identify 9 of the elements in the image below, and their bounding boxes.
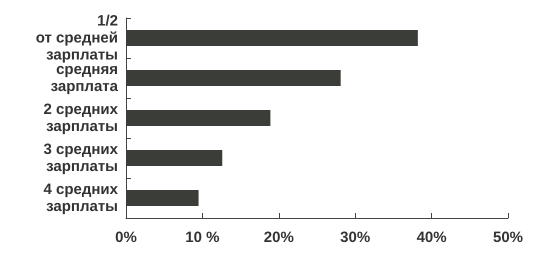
x-tick-label: 0% xyxy=(115,229,137,246)
y-tick-label: 4 средних зарплаты xyxy=(43,181,119,215)
y-tick-label: 3 средних зарплаты xyxy=(43,141,119,175)
x-tick-label: 10 % xyxy=(185,229,220,246)
x-tick-label: 40% xyxy=(416,229,447,246)
x-tick-label: 20% xyxy=(264,229,294,246)
y-tick-label: 2 средних зарплаты xyxy=(43,101,119,135)
x-tick-label: 50% xyxy=(492,229,524,246)
x-tick-label: 30% xyxy=(340,229,370,246)
